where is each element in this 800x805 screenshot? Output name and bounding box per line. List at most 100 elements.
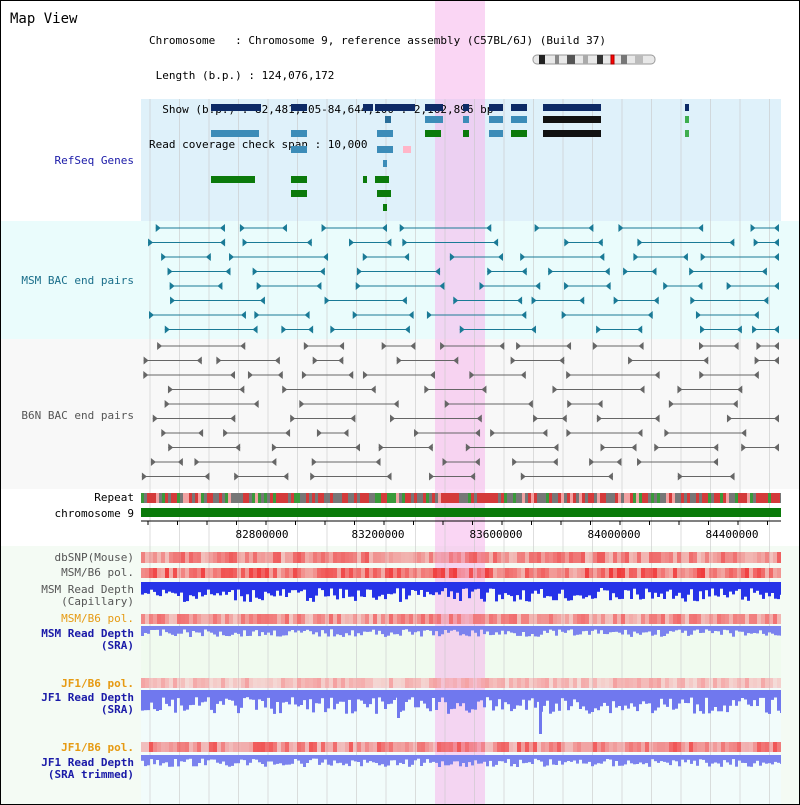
b6n-bac-pair-end bbox=[161, 429, 167, 437]
repeat-cell bbox=[474, 493, 477, 503]
depth-bar bbox=[768, 626, 771, 633]
msm-depth-sra-track[interactable] bbox=[141, 626, 781, 642]
heat-cell bbox=[685, 678, 689, 688]
heat-cell bbox=[365, 678, 369, 688]
depth-bar bbox=[567, 690, 570, 711]
depth-bar bbox=[570, 582, 573, 601]
heat-cell bbox=[645, 614, 649, 624]
heat-cell bbox=[157, 678, 161, 688]
heat-cell bbox=[181, 614, 185, 624]
depth-bar bbox=[552, 582, 555, 601]
repeat-cell bbox=[735, 493, 738, 503]
label-repeat[interactable]: Repeat bbox=[94, 491, 134, 504]
heat-cell bbox=[285, 552, 289, 563]
repeat-cell bbox=[420, 493, 423, 503]
msm-b6-pol-track-2[interactable] bbox=[141, 614, 781, 624]
heat-cell bbox=[625, 552, 629, 563]
heat-cell bbox=[585, 678, 589, 688]
label-msm-b6-pol[interactable]: MSM/B6 pol. bbox=[61, 566, 134, 579]
label-chromosome[interactable]: chromosome 9 bbox=[54, 507, 134, 520]
heat-cell bbox=[753, 568, 757, 578]
depth-bar bbox=[750, 690, 753, 707]
label-msm-b6-pol-2[interactable]: MSM/B6 pol. bbox=[61, 612, 134, 625]
depth-bar bbox=[573, 755, 576, 761]
depth-bar bbox=[570, 626, 573, 630]
repeat-cell bbox=[468, 493, 471, 503]
msm-depth-capillary-track[interactable] bbox=[141, 582, 781, 612]
heat-cell bbox=[493, 678, 497, 688]
msm-bac-pair-end bbox=[149, 311, 155, 319]
msm-bac-track[interactable] bbox=[141, 221, 781, 339]
heat-cell bbox=[425, 678, 429, 688]
heat-cell bbox=[141, 614, 145, 624]
jf1-b6-pol-track[interactable] bbox=[141, 678, 781, 688]
depth-bar bbox=[360, 755, 363, 767]
refseq-gene-track[interactable] bbox=[141, 99, 781, 221]
depth-bar bbox=[516, 690, 519, 706]
depth-bar bbox=[204, 582, 207, 595]
label-msm-bac[interactable]: MSM BAC end pairs bbox=[21, 274, 134, 287]
depth-spike bbox=[397, 690, 400, 718]
heat-cell bbox=[181, 552, 185, 563]
depth-bar bbox=[282, 626, 285, 636]
msm-bac-pair-end bbox=[761, 267, 767, 276]
label-msm-depth-sra[interactable]: MSM Read Depth (SRA) bbox=[41, 627, 134, 652]
depth-bar bbox=[153, 626, 156, 630]
depth-bar bbox=[276, 755, 279, 764]
heat-cell bbox=[629, 552, 633, 563]
jf1-depth-trimmed-track[interactable] bbox=[141, 755, 781, 771]
label-dbsnp[interactable]: dbSNP(Mouse) bbox=[54, 551, 134, 564]
repeat-cell bbox=[555, 493, 558, 503]
jf1-depth-sra-track[interactable] bbox=[141, 690, 781, 738]
heat-cell bbox=[201, 552, 205, 563]
msm-bac-pair-end bbox=[242, 238, 248, 247]
chromosome-bar[interactable] bbox=[141, 508, 781, 517]
depth-bar bbox=[339, 755, 342, 763]
depth-bar bbox=[399, 626, 402, 636]
heat-cell bbox=[761, 552, 765, 563]
depth-bar bbox=[591, 690, 594, 712]
repeat-track[interactable] bbox=[141, 493, 781, 503]
highlight-region[interactable] bbox=[435, 1, 485, 804]
depth-bar bbox=[210, 582, 213, 595]
heat-cell bbox=[381, 552, 385, 563]
b6n-bac-pair-end bbox=[216, 356, 222, 365]
depth-bar bbox=[474, 582, 477, 590]
label-jf1-depth-trimmed[interactable]: JF1 Read Depth (SRA trimmed) bbox=[41, 756, 134, 781]
msm-b6-pol-track[interactable] bbox=[141, 568, 781, 578]
heat-cell bbox=[441, 568, 445, 578]
heat-cell bbox=[229, 614, 233, 624]
label-jf1-depth-sra[interactable]: JF1 Read Depth (SRA) bbox=[41, 691, 134, 716]
depth-bar bbox=[549, 690, 552, 714]
heat-cell bbox=[293, 552, 297, 563]
heat-cell bbox=[185, 552, 189, 563]
heat-cell bbox=[361, 742, 365, 752]
repeat-cell bbox=[354, 493, 357, 503]
repeat-cell bbox=[567, 493, 570, 503]
b6n-bac-track[interactable] bbox=[141, 339, 781, 489]
depth-bar bbox=[315, 626, 318, 633]
b6n-bac-pair-end bbox=[427, 443, 433, 452]
label-refseq[interactable]: RefSeq Genes bbox=[54, 154, 134, 167]
jf1-b6-pol-track-2[interactable] bbox=[141, 742, 781, 752]
depth-bar bbox=[273, 690, 276, 714]
heat-cell bbox=[717, 568, 721, 578]
depth-bar bbox=[639, 582, 642, 600]
depth-bar bbox=[276, 582, 279, 591]
heat-cell bbox=[501, 742, 505, 752]
depth-bar bbox=[561, 755, 564, 765]
repeat-cell bbox=[279, 493, 282, 503]
heat-cell bbox=[337, 678, 341, 688]
repeat-cell bbox=[633, 493, 636, 503]
heat-cell bbox=[477, 552, 481, 563]
label-jf1-b6-pol-2[interactable]: JF1/B6 pol. bbox=[61, 741, 134, 754]
depth-bar bbox=[435, 582, 438, 593]
label-b6n-bac[interactable]: B6N BAC end pairs bbox=[21, 409, 134, 422]
dbsnp-heat-track[interactable] bbox=[141, 552, 781, 563]
depth-bar bbox=[261, 582, 264, 601]
depth-bar bbox=[486, 582, 489, 593]
label-msm-depth-capillary[interactable]: MSM Read Depth (Capillary) bbox=[41, 583, 134, 608]
chromosome-ideogram[interactable] bbox=[531, 53, 659, 67]
depth-bar bbox=[561, 582, 564, 590]
label-jf1-b6-pol[interactable]: JF1/B6 pol. bbox=[61, 677, 134, 690]
